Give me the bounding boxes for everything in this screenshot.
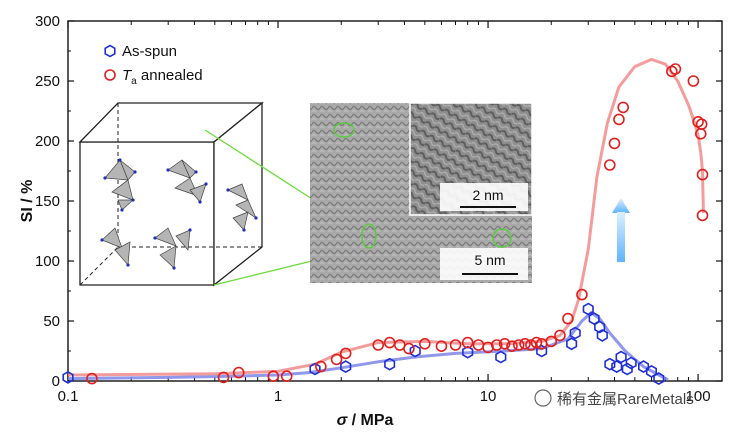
annealed-point — [576, 288, 588, 301]
as-spun-point — [582, 302, 594, 316]
watermark: 稀有金属RareMetals — [534, 389, 694, 408]
annealed-point — [604, 159, 616, 171]
as-spun-point — [384, 357, 396, 371]
y-tick-label: 50 — [43, 313, 60, 330]
y-tick-label: 250 — [35, 73, 60, 90]
y-tick-label: 200 — [35, 133, 60, 150]
as-spun-point — [645, 364, 658, 378]
annealed-point — [330, 353, 343, 366]
as-spun-point — [462, 345, 474, 359]
annealed-point — [562, 312, 574, 325]
as-spun-point — [637, 360, 650, 374]
y-tick-label: 300 — [35, 13, 60, 30]
annealed-point — [519, 337, 531, 350]
as-spun-point — [615, 350, 627, 364]
y-tick-label: 100 — [35, 253, 60, 270]
legend-annealed-marker — [104, 69, 116, 81]
annealed-point — [613, 113, 625, 126]
annealed-point — [419, 337, 431, 350]
annealed-point — [696, 168, 709, 181]
as-spun-point — [588, 312, 600, 326]
annealed-point — [461, 336, 474, 349]
scale-bar-main-label: 5 nm — [474, 252, 505, 268]
legend-as-spun-label: As-spun — [122, 43, 177, 60]
legend: As-spun Ta annealed — [104, 43, 203, 87]
as-spun-fit-curve — [67, 311, 669, 382]
annealed-point — [695, 118, 708, 130]
crystal-structure-illustration — [78, 101, 366, 287]
as-spun-point — [611, 360, 623, 374]
as-spun-point — [62, 370, 74, 384]
y-tick-label: 150 — [35, 193, 60, 210]
as-spun-point — [653, 372, 665, 386]
as-spun-point — [594, 320, 606, 334]
annealed-point — [687, 75, 700, 87]
annealed-point — [86, 372, 98, 385]
x-tick-label: 0.1 — [58, 388, 79, 405]
annealed-point — [232, 366, 245, 379]
as-spun-point — [495, 350, 507, 364]
annealed-point — [525, 339, 537, 351]
as-spun-point — [309, 362, 321, 376]
annealed-point — [696, 209, 709, 222]
as-spun-point — [569, 326, 581, 340]
as-spun-point — [625, 356, 637, 370]
scale-bar-zoom-label: 2 nm — [472, 187, 503, 203]
annealed-point — [669, 63, 682, 75]
annealed-point — [217, 371, 230, 384]
annealed-point — [339, 347, 352, 360]
annealed-point — [267, 370, 280, 383]
legend-as-spun-marker — [104, 44, 116, 58]
annealed-point — [545, 335, 558, 348]
as-spun-point — [409, 344, 421, 358]
annealed-point — [490, 339, 503, 351]
as-spun-point — [621, 362, 633, 376]
as-spun-point — [340, 360, 352, 374]
watermark-text: 稀有金属RareMetals — [557, 391, 694, 408]
annealed-point — [403, 342, 415, 355]
annealed-point — [372, 339, 385, 351]
annealed-point — [449, 339, 462, 351]
x-tick-label: 10 — [480, 388, 497, 405]
x-tick-label: 1 — [274, 388, 282, 405]
annealed-point — [280, 370, 293, 383]
y-axis-label: SI / % — [19, 180, 36, 223]
annealed-point — [512, 339, 525, 351]
annealed-point — [608, 137, 621, 150]
annealed-point — [506, 340, 518, 353]
legend-annealed-label: Ta annealed — [122, 67, 203, 87]
annealed-fit-curve — [67, 57, 705, 377]
annealed-point — [554, 329, 566, 342]
x-axis-label: σ / MPa — [337, 412, 394, 429]
tem-inset: 2 nm 5 nm — [310, 102, 533, 283]
annealed-point — [530, 336, 543, 349]
x-tick-label: 100 — [686, 388, 711, 405]
as-spun-point — [604, 357, 616, 371]
annealed-point — [435, 340, 448, 353]
y-tick-label: 0 — [52, 373, 60, 390]
annealed-point — [498, 337, 511, 350]
annealed-point — [315, 360, 327, 373]
annealed-point — [617, 101, 629, 114]
increase-arrow — [612, 198, 630, 262]
as-spun-point — [596, 328, 608, 342]
as-spun-point — [566, 337, 578, 351]
